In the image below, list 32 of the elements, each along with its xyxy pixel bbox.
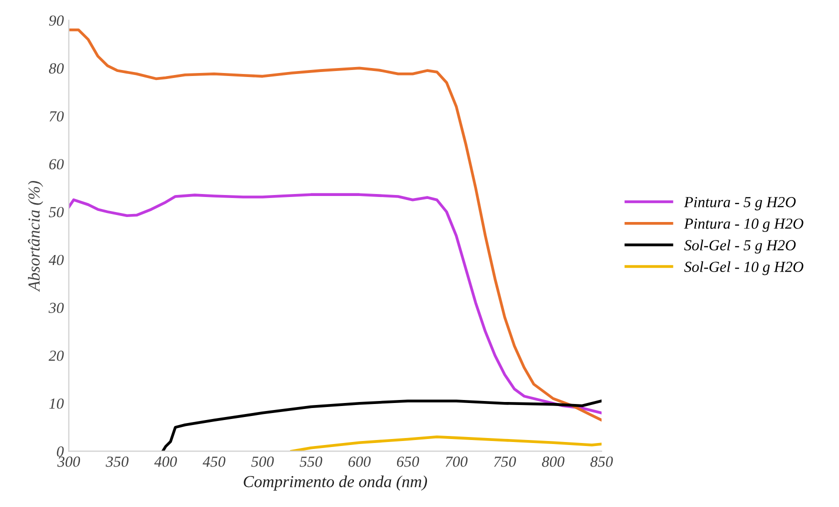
x-tick-label: 550 xyxy=(300,456,322,467)
x-tick-label: 400 xyxy=(154,456,177,467)
x-tick-label: 300 xyxy=(57,456,80,467)
line-series xyxy=(68,193,602,414)
y-tick-label: 90 xyxy=(49,15,64,26)
x-tick-label: 850 xyxy=(590,456,613,467)
line-series xyxy=(68,28,602,422)
x-tick-label: 600 xyxy=(348,456,371,467)
y-tick-label: 80 xyxy=(48,63,64,74)
y-tick-label: 0 xyxy=(56,446,64,457)
y-tick-label: 40 xyxy=(48,254,64,266)
x-tick-label: 700 xyxy=(446,456,468,467)
x-tick-label: 800 xyxy=(542,456,564,467)
x-tick-label: 500 xyxy=(251,456,274,467)
y-tick-label: 10 xyxy=(49,398,64,409)
x-tick-label: 350 xyxy=(106,456,128,467)
y-tick-label: 60 xyxy=(49,159,64,170)
legend-label: Sol-Gel - 10 g H2O xyxy=(684,261,804,276)
y-tick-label: 30 xyxy=(48,302,64,314)
legend-label: Pintura - 5 g H2O xyxy=(684,196,796,210)
y-axis-title: Absortância (%) xyxy=(28,180,44,292)
y-tick-label: 20 xyxy=(48,350,64,361)
line-series xyxy=(290,435,602,452)
y-tick-label: 50 xyxy=(48,206,64,218)
x-tick-label: 450 xyxy=(202,456,226,467)
line-series xyxy=(161,400,602,452)
legend-label: Pintura - 10 g H2O xyxy=(684,218,804,232)
legend-label: Sol-Gel - 5 g H2O xyxy=(684,240,796,254)
x-tick-label: 650 xyxy=(396,456,420,467)
y-tick-label: 70 xyxy=(50,111,64,122)
x-axis-title: Comprimento de onda (nm) xyxy=(244,476,428,491)
x-tick-label: 750 xyxy=(494,456,516,467)
